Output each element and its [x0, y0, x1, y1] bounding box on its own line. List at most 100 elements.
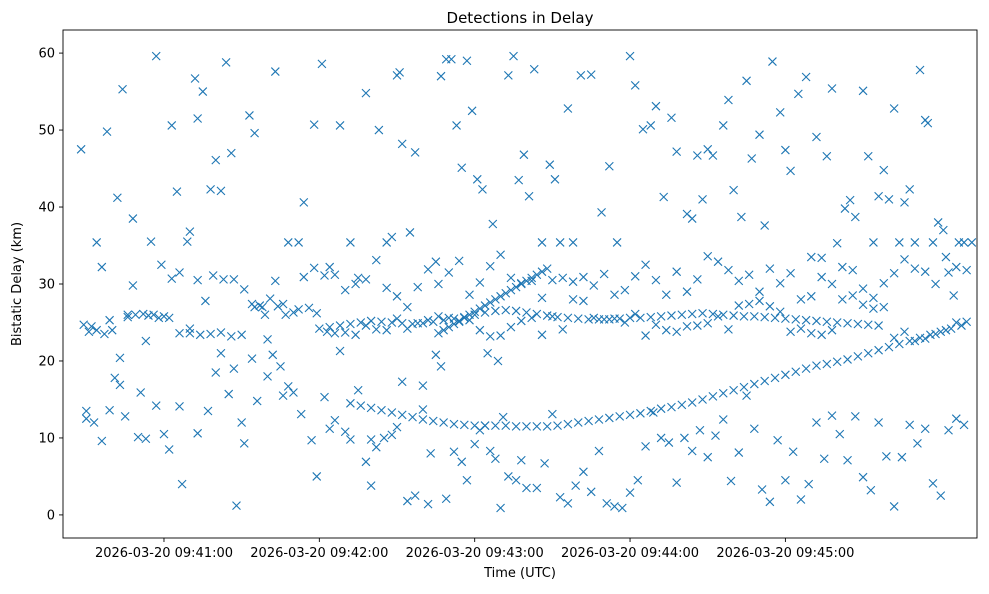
data-point: [353, 273, 363, 283]
data-point: [579, 467, 588, 477]
data-point: [832, 357, 842, 367]
data-point: [718, 310, 728, 320]
data-point: [418, 415, 428, 424]
data-point: [788, 447, 798, 457]
data-point: [141, 434, 151, 444]
data-point: [516, 316, 526, 326]
data-point: [97, 436, 107, 446]
data-point: [692, 151, 702, 160]
data-point: [900, 198, 909, 207]
data-point: [335, 321, 345, 330]
data-point: [514, 175, 524, 185]
data-point: [211, 368, 221, 377]
data-point: [941, 325, 951, 335]
data-point: [356, 318, 366, 327]
data-point: [944, 268, 953, 277]
data-point: [439, 418, 449, 427]
data-point: [667, 113, 676, 123]
data-point: [656, 433, 666, 443]
data-point: [330, 270, 340, 280]
data-point: [835, 429, 845, 439]
data-point: [131, 310, 140, 320]
y-tick-label: 0: [47, 508, 55, 523]
data-point: [496, 503, 505, 513]
data-point: [423, 499, 433, 509]
data-point: [335, 121, 345, 130]
data-point: [392, 291, 402, 301]
data-point: [76, 144, 86, 154]
data-point: [661, 290, 671, 300]
data-point: [294, 238, 304, 247]
data-point: [664, 438, 674, 447]
data-point: [322, 327, 332, 337]
data-point: [283, 238, 293, 247]
data-point: [89, 418, 99, 427]
data-point: [641, 331, 650, 340]
data-point: [408, 412, 417, 422]
data-point: [586, 487, 596, 497]
data-point: [734, 276, 744, 286]
data-point: [224, 389, 234, 399]
data-point: [92, 325, 102, 335]
data-point: [112, 193, 122, 203]
data-point: [636, 408, 645, 418]
data-point: [382, 325, 392, 335]
data-point: [858, 472, 868, 482]
data-point: [827, 279, 837, 289]
data-point: [431, 350, 441, 360]
data-point: [553, 421, 562, 431]
data-point: [568, 277, 578, 287]
data-point: [278, 299, 288, 309]
data-point: [568, 238, 578, 247]
data-point: [449, 319, 459, 329]
data-point: [703, 144, 713, 154]
data-point: [299, 272, 309, 282]
data-point: [773, 435, 783, 445]
data-point: [863, 320, 873, 330]
data-point: [781, 475, 790, 485]
data-point: [402, 324, 412, 334]
data-point: [879, 165, 889, 175]
data-point: [786, 268, 795, 278]
data-point: [630, 81, 640, 90]
data-point: [742, 76, 751, 86]
data-point: [951, 262, 961, 272]
data-point: [457, 163, 467, 173]
data-point: [265, 294, 275, 304]
data-point: [837, 262, 847, 272]
data-point: [397, 377, 407, 387]
data-point: [509, 51, 518, 61]
data-point: [501, 305, 511, 315]
data-point: [459, 313, 469, 323]
data-point: [770, 373, 780, 383]
x-axis-label: Time (UTC): [483, 566, 556, 581]
data-point: [677, 310, 687, 320]
data-point: [698, 395, 707, 404]
data-point: [563, 419, 573, 429]
data-point: [314, 324, 324, 334]
data-point: [724, 95, 733, 105]
data-point: [270, 276, 280, 286]
data-point: [812, 132, 821, 142]
data-point: [692, 321, 702, 330]
data-point: [299, 198, 309, 207]
data-point: [537, 330, 547, 340]
data-point: [881, 452, 891, 461]
data-point: [480, 301, 490, 310]
data-point: [136, 388, 146, 397]
data-point: [371, 442, 381, 452]
data-point: [853, 351, 863, 361]
data-point: [81, 414, 91, 424]
data-point: [656, 311, 666, 321]
data-point: [610, 290, 619, 300]
data-point: [656, 404, 666, 414]
data-point: [920, 424, 930, 434]
data-point: [604, 161, 614, 171]
data-point: [858, 86, 868, 96]
data-point: [843, 355, 852, 364]
data-point: [781, 145, 790, 155]
data-point: [928, 238, 938, 247]
data-point: [563, 498, 573, 508]
data-point: [229, 364, 239, 374]
data-point: [641, 442, 650, 451]
